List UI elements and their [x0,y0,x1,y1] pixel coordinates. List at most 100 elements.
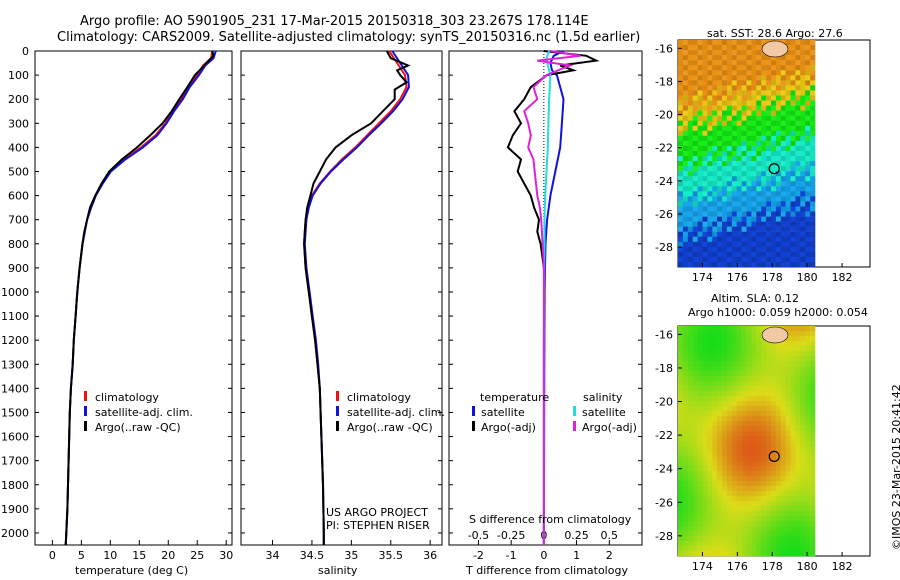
heatmap-cell [775,341,782,347]
heatmap-cell [707,431,713,437]
heatmap-cell [682,331,689,337]
heatmap-cell [746,156,752,162]
heatmap-cell [687,441,693,447]
heatmap-cell [780,426,786,432]
map-y-tick-label: -22 [655,142,673,155]
heatmap-cell [785,541,791,547]
heatmap-cell [722,171,728,177]
heatmap-cell [795,476,801,482]
profile-line-temp-0 [64,50,214,546]
heatmap-cell [687,396,693,402]
heatmap-cell [741,130,747,137]
heatmap-cell [775,130,782,137]
heatmap-cell [726,421,733,427]
heatmap-cell [775,446,782,452]
heatmap-cell [678,441,684,447]
heatmap-cell [707,125,713,132]
heatmap-cell [717,70,723,76]
heatmap-cell [697,481,703,487]
heatmap-cell [785,461,791,467]
heatmap-cell [766,401,772,407]
heatmap-cell [766,95,772,101]
heatmap-cell [707,376,713,382]
heatmap-cell [692,80,698,86]
heatmap-cell [717,346,723,352]
heatmap-cell [746,341,752,347]
heatmap-cell [775,516,782,522]
heatmap-cell [741,161,747,167]
heatmap-cell [682,366,689,372]
heatmap-cell [712,366,718,372]
heatmap-cell [722,176,728,182]
heatmap-cell [761,166,767,172]
heatmap-cell [780,471,786,477]
heatmap-cell [682,135,689,142]
heatmap-cell [726,351,733,357]
heatmap-cell [761,501,767,507]
heatmap-cell [790,145,796,152]
heatmap-cell [756,65,762,71]
heatmap-cell [678,501,684,507]
heatmap-cell [790,262,796,268]
heatmap-cell [707,85,713,91]
y-tick-label: 1800 [1,479,29,492]
heatmap-cell [736,506,742,512]
heatmap-cell [790,45,796,51]
heatmap-cell [741,506,747,512]
credit-project: US ARGO PROJECT [326,506,428,519]
heatmap-cell [712,406,718,412]
heatmap-cell [702,361,708,367]
heatmap-cell [766,346,772,352]
heatmap-cell [741,501,747,507]
heatmap-cell [746,431,752,437]
heatmap-cell [712,436,718,442]
heatmap-cell [766,226,772,232]
heatmap-cell [785,381,791,387]
heatmap-cell [771,536,777,542]
heatmap-cell [795,386,801,392]
heatmap-cell [687,421,693,427]
heatmap-cell [741,196,747,202]
heatmap-cell [682,95,689,101]
heatmap-cell [712,341,718,347]
heatmap-cell [805,371,811,377]
heatmap-cell [756,161,762,167]
heatmap-cell [756,201,762,207]
heatmap-cell [736,486,742,492]
heatmap-cell [712,426,718,432]
heatmap-cell [741,241,747,248]
heatmap-cell [702,441,708,447]
heatmap-cell [731,551,737,557]
heatmap-cell [722,196,728,202]
heatmap-cell [761,411,767,417]
y-tick-label: 1300 [1,358,29,371]
heatmap-cell [766,161,772,167]
heatmap-cell [805,531,811,537]
heatmap-cell [785,526,791,532]
heatmap-cell [736,75,742,81]
heatmap-cell [726,506,733,512]
heatmap-cell [697,50,703,56]
heatmap-cell [702,326,708,332]
heatmap-cell [775,521,782,527]
heatmap-cell [736,130,742,137]
heatmap-cell [712,326,718,332]
heatmap-cell [692,536,698,542]
heatmap-cell [687,80,693,86]
heatmap-cell [687,521,693,527]
heatmap-cell [780,371,786,377]
heatmap-cell [790,140,796,147]
heatmap-cell [741,206,747,212]
heatmap-cell [731,456,737,462]
heatmap-cell [756,531,762,537]
heatmap-cell [780,130,786,137]
heatmap-cell [741,441,747,447]
y-tick-label: 100 [8,69,29,82]
heatmap-cell [771,262,777,268]
heatmap-cell [717,546,723,552]
heatmap-cell [687,90,693,96]
heatmap-cell [687,476,693,482]
heatmap-cell [780,341,786,347]
heatmap-cell [775,461,782,467]
heatmap-cell [785,166,791,172]
